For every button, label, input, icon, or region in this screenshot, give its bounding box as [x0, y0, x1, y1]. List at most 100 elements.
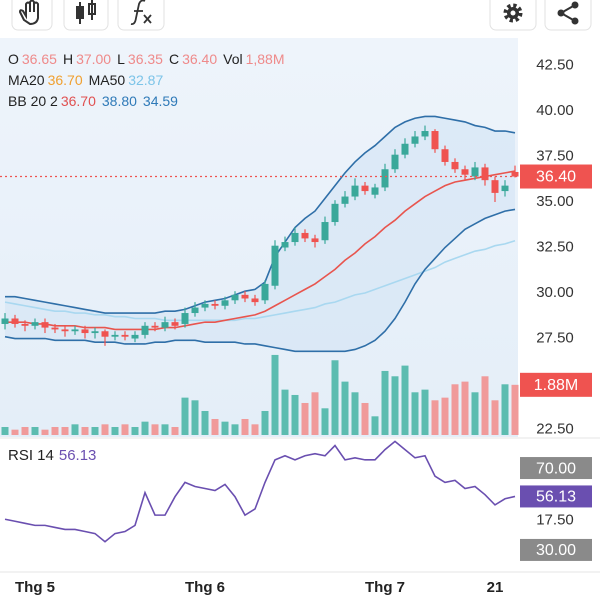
volume-bar [491, 400, 499, 435]
rsi-level-box [520, 457, 592, 480]
volume-bar [311, 392, 319, 435]
rsi-last-box [520, 485, 592, 508]
candle-body [191, 307, 199, 314]
indicator-line [4, 240, 516, 322]
candle-body [41, 322, 49, 328]
volume-bar [81, 426, 89, 435]
candle-body [11, 318, 19, 324]
volume-bar [451, 384, 459, 435]
hand-tool-button[interactable] [11, 0, 53, 31]
volume-bar [171, 426, 179, 435]
volume-bar [461, 381, 469, 435]
candle-body [291, 232, 299, 243]
last-price-box [520, 164, 592, 189]
y-tick-label: 17.50 [536, 512, 574, 529]
candle-body [171, 322, 179, 326]
candle-body [361, 185, 369, 192]
legend-name: O [8, 51, 19, 67]
volume-bar [381, 370, 389, 435]
volume-bar [241, 418, 249, 435]
volume-bar [281, 389, 289, 435]
candle-body [241, 294, 249, 299]
y-tick-label: 42.50 [536, 56, 574, 73]
rsi-level-box [520, 538, 592, 561]
volume-bar [341, 381, 349, 435]
volume-bar [91, 426, 99, 435]
indicator-button[interactable] [117, 0, 165, 31]
legend-value: 1,88M [245, 51, 285, 67]
share-icon [557, 1, 579, 25]
volume-bar [501, 384, 509, 435]
candle-body [81, 329, 89, 334]
volume-bar [481, 376, 489, 435]
volume-bar [141, 421, 149, 435]
x-tick-label: Thg 7 [365, 579, 405, 596]
candle-type-button[interactable] [63, 0, 109, 31]
volume-bar [191, 400, 199, 435]
volume-bar [261, 410, 269, 435]
candle-body [491, 180, 499, 193]
volume-bar [201, 410, 209, 435]
y-tick-label: 32.50 [536, 238, 574, 255]
candle-body [211, 303, 219, 306]
rsi-name: RSI 14 [8, 447, 54, 464]
indicator-line [4, 208, 516, 353]
candle-body [441, 149, 449, 162]
candle-body [61, 329, 69, 332]
rsi-value: 56.13 [58, 447, 97, 464]
y-tick-label: 27.50 [536, 329, 574, 346]
candle-body [331, 203, 339, 223]
y-tick-label: 30.00 [536, 284, 574, 301]
volume-bar [441, 397, 449, 435]
volume-bar [111, 426, 119, 435]
candle-body [401, 143, 409, 155]
candle-body [251, 298, 259, 303]
y-tick-label: 35.00 [536, 193, 574, 210]
hand-icon [18, 0, 39, 26]
price-legend: O 36.65 H 37.00 L 36.35 C 36.40 Vol 1,88M MA20 36.7… [8, 49, 291, 112]
y-tick-label: 40.00 [536, 102, 574, 119]
candle-body [31, 322, 39, 326]
indicator-line [5, 115, 516, 314]
candle-body [281, 242, 289, 248]
volume-bar [151, 424, 159, 435]
volume-bar [31, 426, 39, 435]
candle-body [431, 131, 439, 150]
legend-row: BB 20 2 36.70 38.80 34.59 [8, 91, 291, 112]
rsi-line [4, 440, 516, 543]
volume-bar [421, 389, 429, 435]
candle-body [411, 136, 419, 144]
legend-name: C [168, 51, 180, 67]
candle-body [391, 154, 399, 170]
candle-body [131, 334, 139, 339]
volume-bar [391, 376, 399, 435]
candle-body [461, 169, 469, 175]
volume-bar [371, 416, 379, 435]
candle-body [1, 318, 9, 324]
volume-bar [181, 397, 189, 435]
legend-name: L [117, 51, 125, 67]
x-tick-label: 21 [487, 579, 504, 596]
candle-body [71, 329, 79, 332]
legend-value: 36.70 [47, 72, 83, 88]
volume-bar [221, 421, 229, 435]
volume-bar [61, 426, 69, 435]
legend-name: BB 20 2 [8, 93, 58, 109]
fx-icon [130, 0, 152, 26]
volume-bar [11, 429, 19, 435]
candle-body [421, 131, 429, 137]
volume-bar [301, 402, 309, 435]
last-price-label: 36.40 [536, 169, 576, 186]
rsi-legend: RSI 14 56.13 [8, 447, 96, 464]
volume-bar [251, 424, 259, 435]
share-button[interactable] [544, 0, 592, 31]
rsi-level-label: 70.00 [536, 460, 576, 477]
rsi-level-label: 30.00 [536, 542, 576, 559]
candle-body [381, 169, 389, 188]
legend-name: MA20 [8, 72, 45, 88]
legend-name: Vol [223, 51, 243, 67]
volume-bar [71, 424, 79, 435]
candle-body [481, 167, 489, 181]
